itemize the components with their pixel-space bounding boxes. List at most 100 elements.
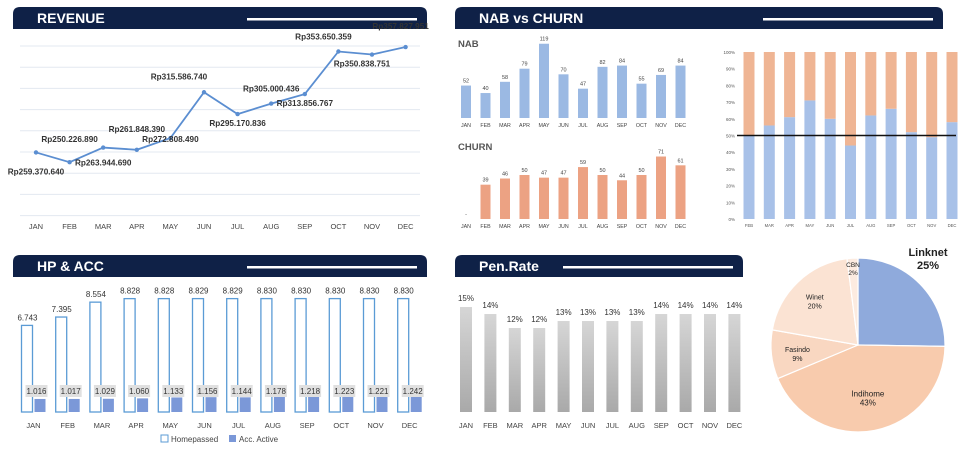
churn-tick-label: NOV [655,224,667,230]
nab-bar [558,74,569,118]
hp-bar [191,297,205,413]
nab-bar [480,93,491,118]
pie-name-label: Fasindo [785,347,810,354]
pen-bar [557,321,570,412]
acc-bar [308,396,320,412]
share-tick-label: FEB [745,223,753,228]
revenue-data-label: Rp357.827.951 [372,22,429,31]
churn-bar [480,184,491,219]
pen-bar [582,321,594,412]
revenue-tick-label: DEC [398,222,414,231]
hp-bar [260,297,273,413]
hp-bar [89,301,102,413]
hp-bar [362,297,376,413]
hp-bar [20,324,34,413]
hp-tick-label: JAN [26,421,40,430]
churn-bar [675,165,686,219]
acc-label-box [367,385,390,397]
share-tick-label: OCT [907,223,916,228]
nab-value-label: 58 [502,75,508,81]
share-bar-nab [784,117,796,219]
nab-churn-header-stripe [763,18,933,21]
churn-value-label: 61 [677,158,683,164]
share-bar-nab [905,132,917,219]
nab-tick-label: NOV [655,123,667,129]
hp-bar [397,297,410,413]
share-ytick: 10% [726,200,735,205]
nab-bar [617,65,627,118]
revenue-header-stripe [247,18,417,21]
nab-churn-title: NAB vs CHURN [479,10,583,26]
pen-bar [655,314,668,412]
pen-value-label: 13% [556,308,572,317]
share-bar-churn [804,52,816,101]
churn-tick-label: OCT [636,224,648,230]
share-bar-nab [865,115,877,219]
nab-bar [519,68,530,118]
share-ytick: 20% [726,184,735,189]
acc-bar [273,396,285,412]
legend-acc-swatch [229,435,236,442]
churn-bar [578,167,588,219]
hp-tick-label: SEP [300,421,315,430]
hp-bar [226,297,239,413]
pen-tick-label: AUG [629,421,645,430]
revenue-tick-label: MAY [163,222,179,231]
hp-bar [328,297,341,413]
churn-tick-label: JUL [578,224,587,230]
nab-tick-label: APR [519,123,530,129]
revenue-point [269,101,274,106]
revenue-tick-label: NOV [364,222,380,231]
nab-tick-label: AUG [597,123,608,129]
churn-tick-label: MAY [538,224,550,230]
pen-bar [460,307,472,412]
acc-value-label: 1.144 [232,387,253,396]
acc-value-label: 1.223 [334,387,355,396]
acc-value-label: 1.133 [163,387,184,396]
churn-tick-label: SEP [617,224,628,230]
revenue-tick-label: JUL [231,222,244,231]
nab-value-label: 82 [599,60,605,66]
legend-acc-label: Acc. Active [239,435,279,444]
pen-bar [533,328,546,412]
hp-tick-label: FEB [60,421,75,430]
hp-tick-label: APR [128,421,144,430]
hp-tick-label: JUN [197,421,212,430]
pie-slice-indihome [776,344,946,433]
share-tick-label: NOV [927,223,936,228]
pen-bar [508,328,521,412]
churn-tick-label: DEC [675,224,686,230]
revenue-point [67,160,72,165]
nab-value-label: 79 [521,62,527,68]
hp-value-label: 8.828 [154,287,175,296]
share-tick-label: JUN [826,223,834,228]
acc-bar [34,398,46,412]
share-bar-churn [743,52,755,136]
pie-name-label: CBN [846,262,860,269]
hp-value-label: 8.830 [325,287,346,296]
churn-bar [500,178,510,219]
nab-tick-label: OCT [636,123,648,129]
hp-value-label: 7.395 [52,305,73,314]
share-bar-churn [845,52,856,146]
hp-value-label: 8.829 [188,287,209,296]
acc-bar [171,397,183,412]
pen-value-label: 14% [726,301,742,310]
churn-value-label: - [465,212,467,218]
pen-tick-label: APR [531,421,547,430]
nab-tick-label: SEP [617,123,628,129]
revenue-tick-label: APR [129,222,145,231]
nab-value-label: 47 [580,82,586,88]
acc-value-label: 1.242 [403,387,424,396]
pie-slice-cbn [846,257,859,346]
nab-value-label: 84 [619,59,625,65]
acc-label-box [25,385,48,397]
pen-tick-label: NOV [702,421,718,430]
hp-bar [157,297,170,413]
revenue-data-label: Rp272.808.490 [142,135,199,144]
pen-bar [484,314,497,412]
share-bar-churn [763,52,775,126]
pie-slice-linknet [857,257,946,347]
revenue-tick-label: JAN [29,222,43,231]
